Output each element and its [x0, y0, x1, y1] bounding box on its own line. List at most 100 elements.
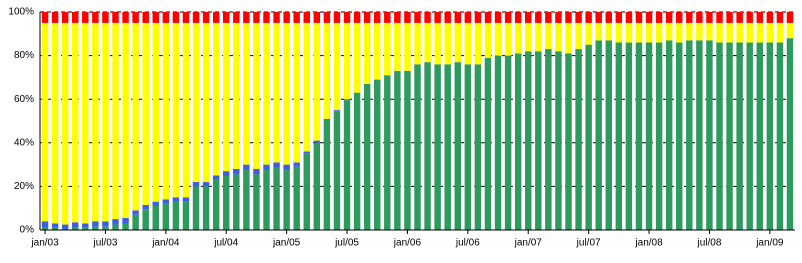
bar-segment: [51, 12, 59, 23]
bar-segment: [243, 170, 250, 230]
bar-segment: [303, 22, 310, 152]
bar-segment: [333, 111, 341, 230]
bar-segment: [676, 22, 683, 43]
bar-segment: [535, 12, 542, 23]
bar-segment: [655, 12, 663, 23]
bar-segment: [696, 12, 703, 23]
bar-segment: [323, 22, 331, 119]
bar-segment: [263, 12, 270, 23]
bar-segment: [414, 22, 421, 65]
bar-segment: [786, 38, 794, 230]
bar-segment: [212, 22, 220, 176]
bar-segment: [696, 40, 703, 231]
bar-segment: [82, 227, 89, 230]
bar-segment: [444, 12, 451, 23]
bar-segment: [665, 22, 673, 41]
bar-segment: [494, 12, 502, 23]
bar-segment: [665, 12, 673, 23]
bar-segment: [293, 166, 300, 230]
bar-segment: [212, 179, 220, 230]
bar-segment: [263, 170, 270, 230]
bar-segment: [635, 42, 643, 230]
bar-segment: [585, 12, 592, 23]
bar-segment: [283, 170, 290, 230]
bar-segment: [172, 197, 180, 202]
bar-segment: [464, 22, 472, 65]
bar-segment: [41, 221, 49, 228]
bar-segment: [283, 12, 290, 23]
bar-segment: [525, 51, 532, 230]
bar-segment: [454, 22, 461, 63]
bar-segment: [172, 201, 180, 230]
bar-segment: [394, 22, 401, 71]
bar-segment: [363, 22, 371, 84]
bar-segment: [686, 22, 693, 41]
bar-segment: [716, 42, 723, 230]
bar-segment: [565, 53, 572, 230]
bar-segment: [283, 164, 290, 171]
bar-segment: [51, 227, 59, 230]
bar-segment: [233, 168, 240, 175]
bar-segment: [293, 12, 300, 23]
bar-segment: [605, 40, 612, 231]
bar-segment: [152, 12, 159, 23]
bar-segment: [374, 12, 381, 23]
bar-segment: [384, 12, 391, 23]
bar-segment: [434, 12, 441, 23]
y-tick-label: 0%: [20, 225, 35, 236]
bar-segment: [464, 64, 472, 230]
bar-segment: [253, 12, 260, 23]
bar-segment: [353, 12, 361, 23]
bar-segment: [343, 12, 351, 23]
bar-segment: [202, 22, 210, 183]
bar-segment: [645, 42, 653, 230]
bar-segment: [394, 12, 401, 23]
bar-segment: [202, 186, 210, 230]
bar-segment: [434, 64, 441, 230]
bar-segment: [122, 223, 129, 230]
bar-segment: [92, 221, 99, 227]
bar-segment: [504, 22, 512, 56]
bar-segment: [243, 22, 250, 165]
bar-segment: [293, 162, 300, 167]
x-tick-label: jul/06: [455, 238, 480, 249]
bar-segment: [575, 22, 582, 50]
bar-segment: [152, 206, 159, 230]
bar-segment: [102, 221, 109, 227]
bar-segment: [293, 22, 300, 163]
bar-segment: [243, 12, 250, 23]
bar-segment: [333, 22, 341, 111]
bar-segment: [384, 75, 391, 230]
bar-segment: [766, 22, 774, 43]
bar-segment: [374, 79, 381, 230]
bar-segment: [112, 12, 119, 23]
bar-segment: [766, 12, 774, 23]
x-tick-label: jul/05: [334, 238, 359, 249]
bar-segment: [575, 12, 582, 23]
bar-segment: [474, 12, 482, 23]
bar-segment: [333, 12, 341, 23]
x-tick-label: jan/04: [151, 238, 180, 249]
bar-segment: [233, 22, 240, 169]
bar-segment: [112, 219, 119, 225]
x-tick-label: jan/05: [272, 238, 301, 249]
bar-segment: [162, 12, 170, 23]
bar-segment: [555, 12, 562, 23]
bar-segment: [484, 57, 492, 230]
bar-segment: [625, 42, 633, 230]
bar-segment: [746, 12, 753, 23]
bar-segment: [444, 22, 451, 65]
bar-segment: [202, 12, 210, 23]
bar-segment: [253, 22, 260, 169]
bar-segment: [434, 22, 441, 65]
bar-segment: [353, 22, 361, 93]
bar-segment: [223, 22, 230, 172]
x-tick-label: jul/07: [576, 238, 601, 249]
bar-segment: [786, 12, 794, 23]
bar-segment: [41, 22, 49, 222]
bar-segment: [253, 168, 260, 175]
bar-segment: [303, 151, 310, 154]
bar-segment: [223, 171, 230, 176]
bar-segment: [122, 12, 129, 23]
